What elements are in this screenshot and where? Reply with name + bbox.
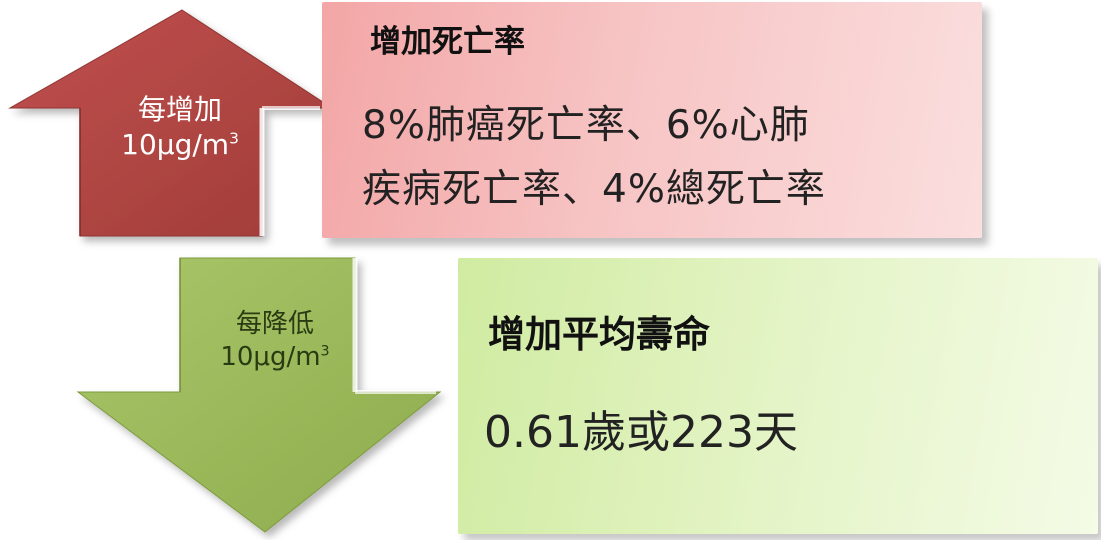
- up-arrow-icon: [8, 9, 334, 237]
- life-expectancy-title: 增加平均壽命: [488, 313, 710, 356]
- life-expectancy-box: 增加平均壽命 0.61歲或223天: [458, 258, 1098, 534]
- up-arrow-label: 每增加 10μg/m3: [95, 92, 265, 162]
- mortality-title: 增加死亡率: [370, 24, 525, 60]
- down-arrow-icon: [76, 257, 442, 533]
- up-arrow-label-line1: 每增加: [137, 93, 222, 126]
- mortality-text-line1: 8%肺癌死亡率、6%心肺: [362, 103, 810, 148]
- life-expectancy-text: 0.61歲或223天: [484, 407, 798, 458]
- down-arrow-unit-exponent: 3: [320, 342, 330, 359]
- down-arrow-label: 每降低 10μg/m3: [180, 308, 370, 373]
- mortality-text-line2: 疾病死亡率、4%總死亡率: [362, 167, 826, 212]
- down-arrow-label-line2: 10μg/m3: [180, 341, 370, 374]
- down-arrow-label-line1: 每降低: [235, 309, 314, 339]
- down-arrow-unit: 10μg/m: [220, 341, 321, 372]
- mortality-box: 增加死亡率 8%肺癌死亡率、6%心肺 疾病死亡率、4%總死亡率: [322, 2, 982, 238]
- up-arrow-unit: 10μg/m: [121, 128, 230, 161]
- up-arrow-label-line2: 10μg/m3: [95, 127, 265, 162]
- up-arrow-unit-exponent: 3: [229, 129, 239, 148]
